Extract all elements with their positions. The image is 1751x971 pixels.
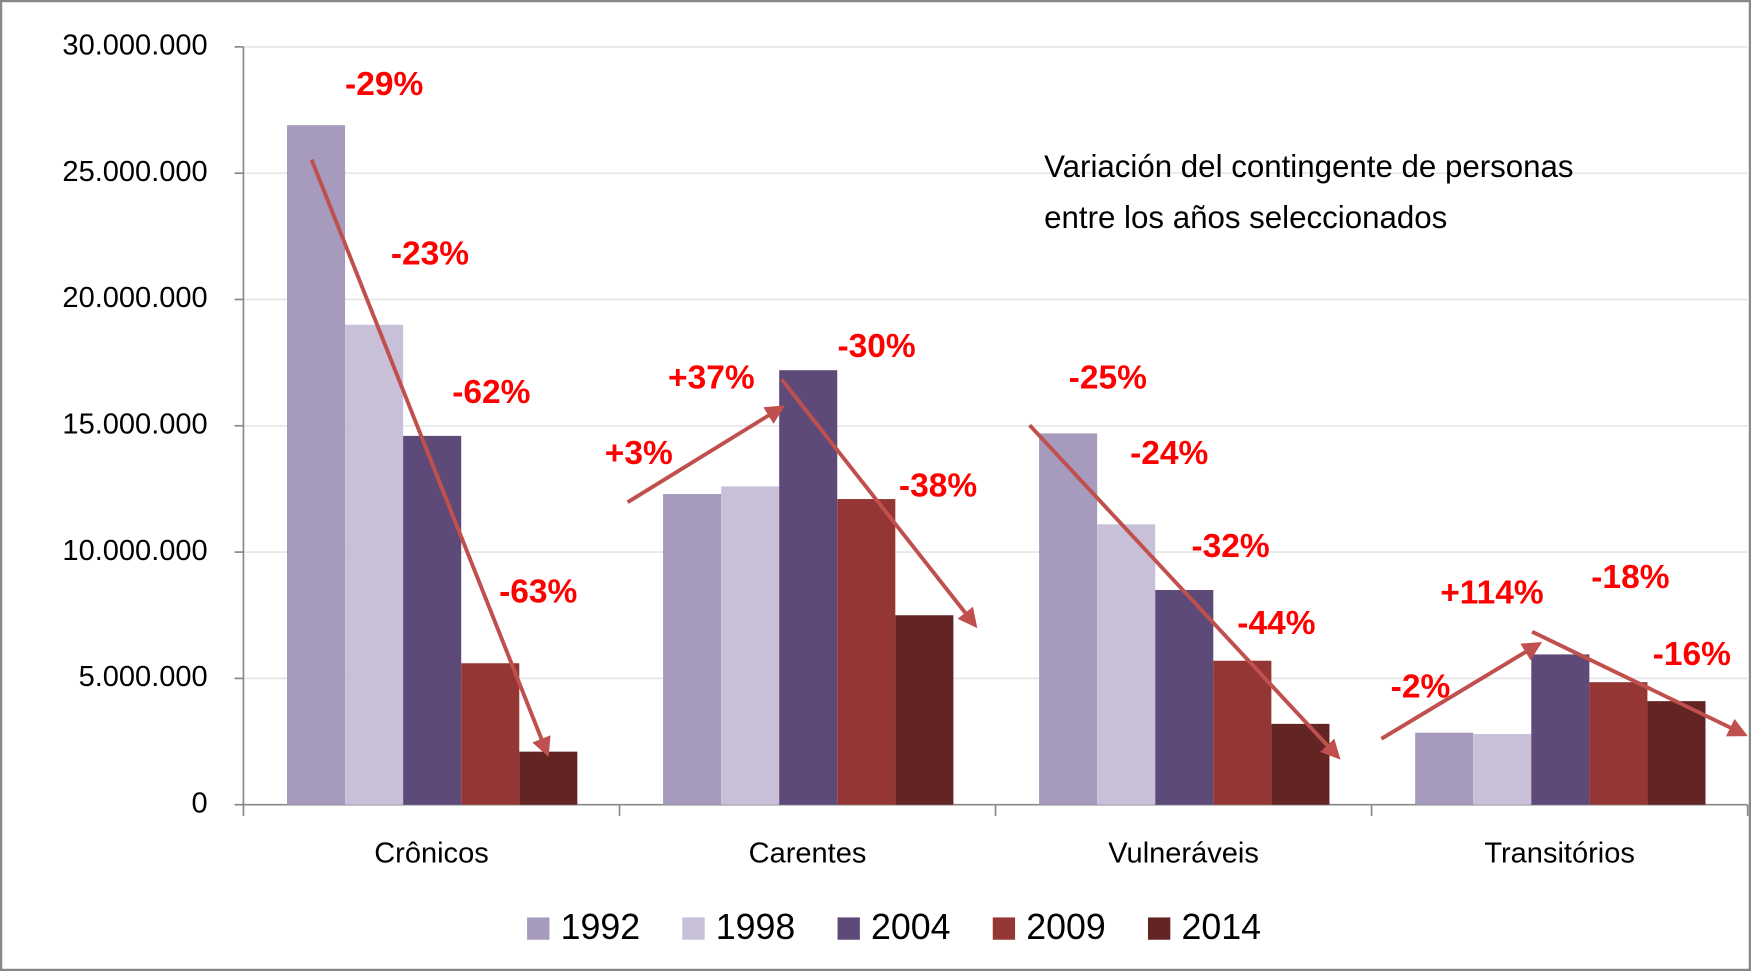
change-label: -25%: [1069, 359, 1147, 396]
change-label: -62%: [452, 374, 530, 411]
legend-label: 2014: [1181, 907, 1260, 947]
bar: [345, 324, 404, 805]
x-tick-label: Carentes: [749, 838, 867, 870]
bar: [895, 615, 954, 805]
legend-swatch: [992, 917, 1016, 940]
x-tick-label: Crônicos: [374, 838, 489, 870]
change-label: -32%: [1192, 528, 1270, 565]
change-label: +3%: [605, 435, 673, 472]
x-tick-label: Transitórios: [1484, 838, 1635, 870]
change-label: -23%: [391, 235, 469, 272]
change-label: -2%: [1391, 668, 1451, 705]
legend-label: 2004: [871, 907, 950, 947]
legend-label: 2009: [1026, 907, 1105, 947]
x-tick-label: Vulneráveis: [1108, 838, 1259, 870]
y-tick-label: 20.000.000: [62, 282, 207, 314]
change-label: -16%: [1653, 636, 1731, 673]
bar: [1415, 732, 1474, 805]
trend-arrow: [1380, 641, 1543, 741]
trend-arrow: [1028, 423, 1341, 760]
change-label: -18%: [1591, 559, 1669, 596]
legend-label: 1992: [561, 907, 640, 947]
y-tick-label: 25.000.000: [62, 156, 207, 188]
bar: [779, 370, 838, 805]
y-tick-label: 30.000.000: [62, 30, 207, 62]
bar: [1647, 701, 1706, 805]
trend-arrow: [626, 405, 786, 504]
change-label: +114%: [1440, 575, 1543, 612]
bar: [663, 493, 722, 805]
y-tick-label: 15.000.000: [62, 408, 207, 440]
bar: [1589, 682, 1648, 805]
trend-arrow: [309, 158, 551, 757]
trend-arrow: [780, 378, 978, 629]
bar: [1155, 589, 1214, 805]
bar: [1097, 524, 1156, 805]
trend-arrow: [1531, 629, 1748, 737]
legend-swatch: [682, 917, 705, 940]
change-label: -63%: [499, 574, 577, 611]
y-tick-label: 5.000.000: [79, 661, 208, 693]
y-tick-label: 0: [192, 787, 208, 819]
bar: [721, 486, 780, 805]
change-label: -24%: [1130, 435, 1208, 472]
change-label: -30%: [838, 328, 916, 365]
legend-swatch: [837, 917, 860, 940]
bar: [837, 499, 896, 805]
change-label: +37%: [668, 359, 755, 396]
note: Variación del contingente de personas: [1044, 149, 1573, 184]
bar: [403, 435, 462, 805]
bar: [461, 663, 520, 805]
bar: [519, 751, 578, 805]
bar: [1039, 433, 1098, 805]
change-label: -44%: [1237, 605, 1315, 642]
legend-swatch: [527, 917, 550, 940]
bar: [1531, 654, 1590, 805]
bar: [286, 125, 346, 805]
bar: [1213, 660, 1272, 805]
note: entre los años seleccionados: [1044, 200, 1447, 235]
bar: [1473, 733, 1532, 805]
legend-label: 1998: [716, 907, 795, 947]
change-label: -29%: [345, 66, 423, 103]
change-label: -38%: [899, 468, 977, 505]
legend-swatch: [1147, 917, 1171, 940]
y-tick-label: 10.000.000: [62, 535, 207, 567]
